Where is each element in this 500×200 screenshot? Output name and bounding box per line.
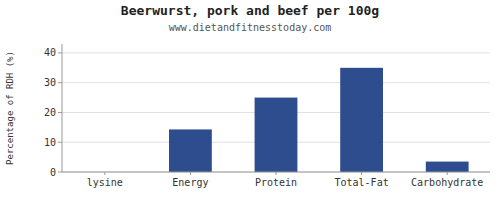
y-tick-label: 0 <box>50 167 56 178</box>
y-tick-label: 10 <box>44 137 56 148</box>
title: Beerwurst, pork and beef per 100g <box>121 3 379 18</box>
x-tick <box>447 172 448 175</box>
bar <box>340 68 383 172</box>
y-axis-label: Percentage of RDH (%) <box>5 51 15 165</box>
subtitle: www.dietandfitnesstoday.com <box>169 22 332 33</box>
x-tick-label: Carbohydrate <box>411 177 483 188</box>
y-tick <box>58 82 62 83</box>
x-tick-label: lysine <box>87 177 123 188</box>
x-tick-label: Protein <box>255 177 297 188</box>
x-tick-label: Energy <box>172 177 208 188</box>
bar <box>169 129 212 172</box>
y-tick <box>58 172 62 173</box>
y-tick <box>58 52 62 53</box>
x-tick-label: Total-Fat <box>335 177 389 188</box>
x-axis: lysine Energy Protein Total-Fat Carbohydrate <box>87 172 484 188</box>
chart-svg: Beerwurst, pork and beef per 100g www.die… <box>0 0 500 200</box>
x-tick <box>361 172 362 175</box>
bar <box>426 162 469 172</box>
x-tick <box>276 172 277 175</box>
grid-line <box>62 52 490 53</box>
x-tick <box>104 172 105 175</box>
x-tick <box>190 172 191 175</box>
y-tick <box>58 142 62 143</box>
y-tick-label: 40 <box>44 47 56 58</box>
y-axis: 0 10 20 30 40 <box>44 47 490 177</box>
bar <box>255 98 298 172</box>
y-tick-label: 20 <box>44 107 56 118</box>
y-tick-label: 30 <box>44 77 56 88</box>
y-tick <box>58 112 62 113</box>
chart-container: Beerwurst, pork and beef per 100g www.die… <box>0 0 500 200</box>
y-axis-line <box>62 44 63 172</box>
bars <box>169 68 469 172</box>
grid-line <box>62 82 490 83</box>
